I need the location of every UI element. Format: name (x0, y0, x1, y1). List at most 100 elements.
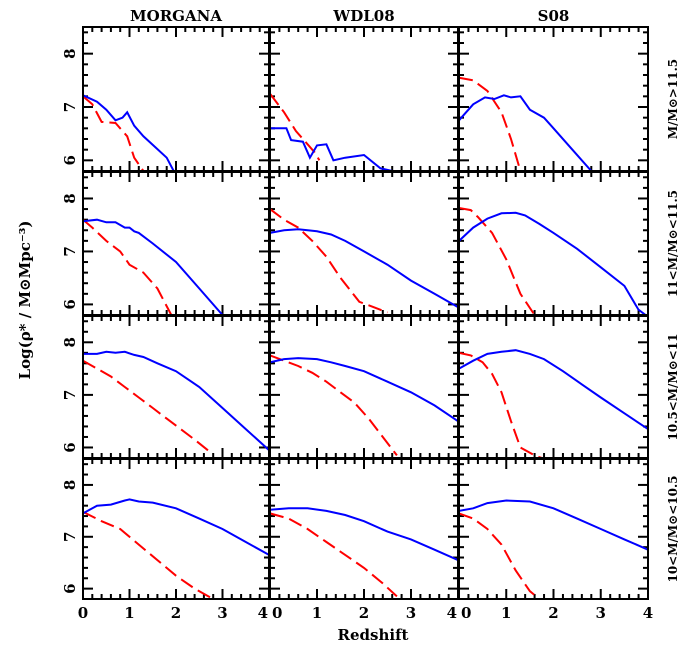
y-tick-label: 8 (61, 480, 79, 490)
y-tick-label: 6 (61, 299, 79, 309)
dashed-series-line (270, 354, 398, 457)
panel-series (83, 350, 269, 454)
x-tick-label: 2 (359, 604, 369, 622)
panel-r0-c2 (458, 26, 649, 172)
row-label: 11<M/M⊙<11.5 (666, 190, 680, 297)
panel-frame (269, 315, 459, 459)
panel-series (83, 94, 175, 171)
panel-series (270, 507, 458, 598)
y-tick-label: 6 (61, 583, 79, 593)
x-tick-label: 1 (312, 604, 322, 622)
x-tick-label: 2 (548, 604, 558, 622)
y-tick-label: 7 (61, 246, 79, 256)
dashed-series-line (83, 95, 145, 171)
solid-series-line (270, 357, 458, 423)
row-label: 10.5<M/M⊙<11 (666, 333, 680, 440)
panel-r0-c1 (269, 26, 459, 172)
x-tick-label: 4 (447, 604, 457, 622)
panel-frame (458, 171, 649, 316)
y-tick-label: 6 (61, 155, 79, 165)
panel-ticks (458, 172, 649, 315)
panel-series (459, 207, 647, 315)
dashed-series-line (83, 511, 214, 599)
panels-layer (82, 26, 649, 600)
x-tick-label: 4 (258, 604, 268, 622)
solid-series-line (459, 211, 647, 315)
panel-ticks (269, 172, 459, 315)
x-tick-label: 2 (171, 604, 181, 622)
panel-ticks (82, 459, 270, 599)
y-tick-label: 7 (61, 532, 79, 542)
panel-r2-c1 (269, 315, 459, 459)
x-tick-label: 3 (406, 604, 416, 622)
solid-series-line (83, 350, 269, 451)
panel-ticks (269, 316, 459, 458)
dashed-series-line (83, 359, 212, 454)
panel-r1-c0 (82, 171, 270, 316)
column-title: WDL08 (332, 7, 394, 25)
panel-frame (458, 26, 649, 172)
solid-series-line (459, 94, 593, 171)
panel-series (459, 349, 648, 458)
solid-series-line (83, 94, 175, 171)
panel-ticks (458, 316, 649, 458)
dashed-series-line (270, 208, 388, 314)
x-tick-label: 0 (461, 604, 471, 622)
solid-series-line (459, 349, 648, 430)
row-label: M/M⊙>11.5 (666, 59, 680, 139)
column-title: MORGANA (130, 7, 222, 25)
panel-ticks (82, 316, 270, 458)
solid-series-line (270, 507, 458, 562)
dashed-series-line (459, 76, 522, 171)
y-tick-label: 6 (61, 442, 79, 452)
dashed-series-line (270, 93, 321, 161)
panel-series (270, 208, 458, 314)
solid-series-line (270, 228, 458, 308)
panel-r1-c2 (458, 171, 649, 316)
dashed-series-line (270, 512, 398, 598)
x-tick-label: 1 (124, 604, 134, 622)
x-tick-label: 1 (501, 604, 511, 622)
panel-series (83, 218, 224, 315)
panel-r2-c0 (82, 315, 270, 459)
panel-ticks (269, 27, 459, 171)
panel-frame (269, 26, 459, 172)
solid-series-line (459, 499, 648, 551)
x-tick-label: 0 (78, 604, 88, 622)
panel-r2-c2 (458, 315, 649, 459)
dashed-series-line (459, 351, 543, 458)
y-tick-label: 8 (61, 337, 79, 347)
panel-frame (82, 171, 270, 316)
panel-r1-c1 (269, 171, 459, 316)
dashed-series-line (83, 218, 173, 315)
panel-r3-c1 (269, 458, 459, 600)
panel-frame (458, 315, 649, 459)
x-tick-label: 3 (596, 604, 606, 622)
panel-ticks (82, 27, 270, 171)
dashed-series-line (459, 207, 536, 315)
panel-frame (82, 26, 270, 172)
panel-ticks (82, 172, 270, 315)
panel-series (459, 499, 648, 599)
y-tick-label: 8 (61, 193, 79, 203)
y-tick-label: 7 (61, 102, 79, 112)
panel-frame (82, 458, 270, 600)
panel-series (270, 93, 393, 171)
panel-r3-c0 (82, 458, 270, 600)
solid-series-line (270, 127, 393, 171)
y-axis-title: Log(ρ* / M⊙Mpc⁻³) (16, 221, 34, 380)
x-tick-label: 3 (217, 604, 227, 622)
panel-series (270, 354, 458, 457)
panel-frame (269, 171, 459, 316)
panel-frame (82, 315, 270, 459)
panel-ticks (269, 459, 459, 599)
y-tick-label: 8 (61, 48, 79, 58)
x-tick-label: 4 (643, 604, 653, 622)
panel-frame (458, 458, 649, 600)
solid-series-line (83, 498, 269, 556)
panel-r0-c0 (82, 26, 270, 172)
panel-series (83, 498, 269, 599)
panel-frame (269, 458, 459, 600)
